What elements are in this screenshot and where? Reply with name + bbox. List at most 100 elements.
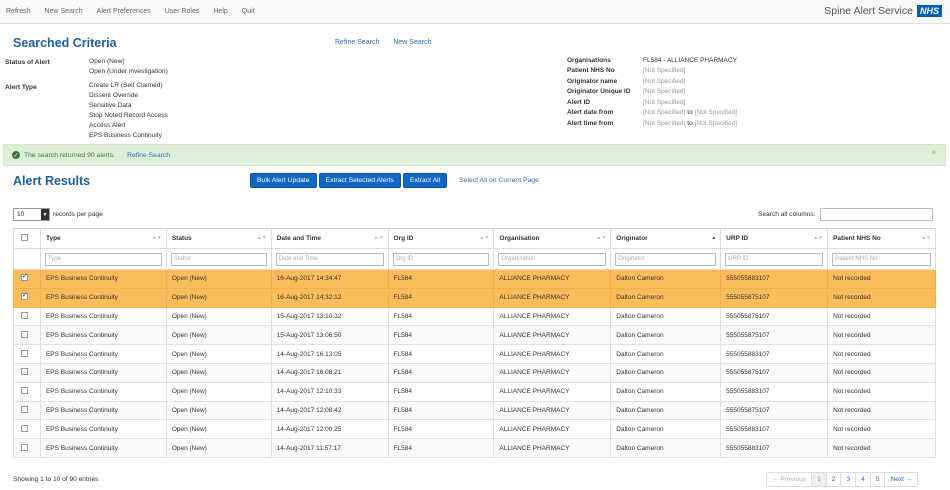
table-cell: 555055875107: [720, 362, 829, 383]
nav-help[interactable]: Help: [213, 8, 228, 15]
filter-date-time-input[interactable]: Date and Time: [275, 252, 384, 266]
organisations-value: FL584 - ALLIANCE PHARMACY: [643, 56, 737, 64]
column-header-label: Organisation: [499, 235, 540, 242]
table-cell: EPS Business Continuity: [39, 381, 167, 402]
alert-id-label: Alert ID: [567, 98, 591, 106]
column-header-originator[interactable]: Originator ▲: [610, 228, 722, 249]
page-length-select[interactable]: 10 ▼: [13, 208, 50, 221]
table-cell: ALLIANCE PHARMACY: [493, 362, 612, 383]
table-cell: ALLIANCE PHARMACY: [493, 381, 612, 402]
column-header-date-time[interactable]: Date and Time ▲▼: [270, 228, 389, 249]
filter-cell: Patient NHS No: [827, 248, 936, 270]
table-cell: Open (New): [165, 325, 272, 346]
table-cell: Dalton Cameron: [610, 419, 722, 440]
column-header-type[interactable]: Type ▲▼: [39, 228, 167, 249]
table-cell: Not recorded: [827, 287, 936, 308]
table-cell: Open (New): [165, 362, 272, 383]
nav-alert-preferences[interactable]: Alert Preferences: [96, 8, 151, 15]
status-of-alert-label: Status of Alert: [5, 59, 50, 66]
originator-uid-value: [Not Specified]: [643, 88, 686, 96]
table-cell: Dalton Cameron: [610, 269, 722, 289]
sort-icon: ▲▼: [813, 235, 824, 241]
page-3-button[interactable]: 3: [840, 473, 855, 486]
row-checkbox[interactable]: [21, 387, 28, 395]
filter-patient-nhs-no-input[interactable]: Patient NHS No: [832, 252, 931, 266]
time-to-separator: to: [687, 119, 693, 127]
column-header-urp-id[interactable]: URP ID ▲▼: [720, 228, 829, 249]
extract-selected-alerts-button[interactable]: Extract Selected Alerts: [318, 173, 401, 188]
row-checkbox[interactable]: [21, 272, 28, 282]
table-cell: 14-Aug-2017 11:57:17: [270, 438, 389, 458]
table-row[interactable]: EPS Business Continuity Open (New) 14-Aug-…: [13, 438, 936, 458]
table-row[interactable]: EPS Business Continuity Open (New) 14-Aug-…: [13, 381, 936, 402]
row-checkbox[interactable]: [21, 349, 28, 357]
bulk-alert-update-button[interactable]: Bulk Alert Update: [250, 173, 317, 188]
filter-originator-input[interactable]: Originator: [615, 252, 717, 266]
row-checkbox[interactable]: [21, 424, 28, 432]
row-checkbox[interactable]: [21, 368, 28, 376]
filter-type-input[interactable]: Type: [44, 252, 162, 266]
searched-criteria-title: Searched Criteria: [13, 36, 117, 50]
page-length-value: 10: [17, 211, 25, 218]
date-to-value: [Not Specified]: [694, 109, 737, 117]
banner-refine-search-link[interactable]: Refine Search: [127, 151, 171, 159]
select-all-checkbox[interactable]: [21, 234, 28, 241]
row-checkbox[interactable]: [21, 405, 28, 413]
table-cell: ALLIANCE PHARMACY: [493, 325, 612, 346]
filter-organisation-input[interactable]: Organisation: [498, 252, 607, 266]
table-row[interactable]: EPS Business Continuity Open (New) 14-Aug-…: [13, 419, 936, 440]
previous-page-button[interactable]: ← Previous: [772, 476, 807, 483]
filter-org-id-input[interactable]: Org ID: [392, 252, 490, 266]
select-all-on-page-link[interactable]: Select All on Current Page: [459, 177, 539, 184]
search-input[interactable]: [819, 208, 933, 221]
table-cell: FL584: [387, 344, 495, 364]
table-cell: Not recorded: [827, 306, 936, 327]
table-row[interactable]: EPS Business Continuity Open (New) 15-Aug-…: [13, 306, 936, 327]
row-checkbox[interactable]: [21, 443, 28, 451]
column-header-organisation[interactable]: Organisation ▲▼: [493, 228, 612, 249]
nav-quit[interactable]: Quit: [241, 8, 255, 15]
nav-user-roles[interactable]: User Roles: [164, 8, 200, 15]
originator-name-label: Originator name: [567, 77, 618, 85]
column-header-status[interactable]: Status ▲▼: [165, 228, 272, 249]
filter-status-input[interactable]: Status: [170, 252, 267, 266]
table-cell: EPS Business Continuity: [39, 362, 167, 383]
close-icon[interactable]: ×: [931, 148, 936, 157]
alert-id-value: [Not Specified]: [643, 98, 686, 106]
page-4-button[interactable]: 4: [855, 473, 870, 486]
row-checkbox[interactable]: [21, 291, 28, 301]
page-2-button[interactable]: 2: [825, 473, 841, 486]
refine-search-link[interactable]: Refine Search: [335, 39, 380, 46]
row-checkbox[interactable]: [21, 330, 28, 338]
row-checkbox[interactable]: [21, 311, 28, 319]
table-cell: EPS Business Continuity: [39, 438, 167, 458]
column-header-patient-nhs-no[interactable]: Patient NHS No ▲▼: [827, 228, 936, 249]
table-row[interactable]: EPS Business Continuity Open (New) 14-Aug-…: [13, 400, 936, 421]
nav-refresh[interactable]: Refresh: [6, 8, 31, 15]
new-search-link[interactable]: New Search: [393, 39, 432, 46]
nav-new-search[interactable]: New Search: [44, 8, 83, 15]
page-5-button[interactable]: 5: [869, 473, 885, 486]
time-from-value: [Not Specified]: [643, 119, 686, 127]
sort-icon: ▲▼: [921, 235, 931, 241]
table-cell: ALLIANCE PHARMACY: [493, 344, 612, 364]
table-cell: 16-Aug-2017 14:32:12: [270, 287, 389, 308]
alert-type-value: Access Alert: [89, 122, 126, 130]
sort-icon: ▲▼: [151, 235, 162, 241]
table-cell: Dalton Cameron: [610, 306, 722, 327]
column-header-org-id[interactable]: Org ID ▲▼: [387, 228, 495, 249]
filter-cell: Organisation: [493, 248, 612, 270]
table-cell: FL584: [387, 400, 495, 421]
page-1-button[interactable]: 1: [811, 473, 826, 486]
filter-urp-id-input[interactable]: URP ID: [725, 252, 824, 266]
table-row[interactable]: EPS Business Continuity Open (New) 15-Aug-…: [13, 325, 936, 346]
table-row[interactable]: EPS Business Continuity Open (New) 14-Aug-…: [13, 362, 936, 383]
table-row[interactable]: EPS Business Continuity Open (New) 14-Aug-…: [13, 344, 936, 364]
extract-all-button[interactable]: Extract All: [402, 173, 448, 188]
date-from-label: Alert date from: [567, 109, 614, 117]
table-cell: Not recorded: [827, 344, 936, 364]
next-page-button[interactable]: Next →: [884, 473, 917, 486]
row-select-cell: [13, 325, 41, 346]
